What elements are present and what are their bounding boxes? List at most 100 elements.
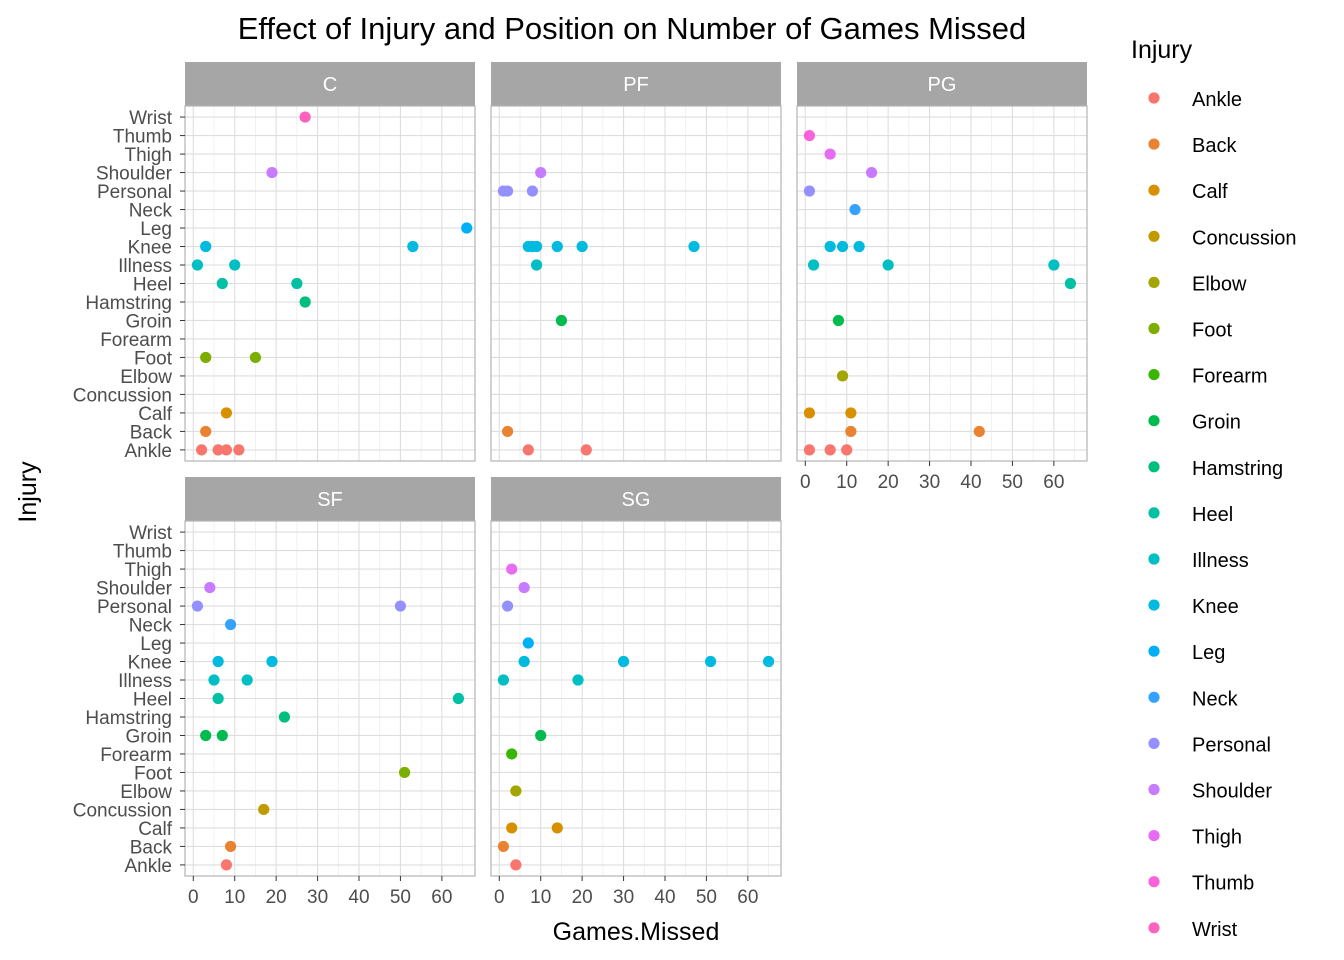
- facet-label: PF: [623, 74, 649, 96]
- data-point-knee: [266, 655, 278, 668]
- legend-key-back: [1148, 138, 1160, 150]
- legend-key-heel: [1148, 507, 1160, 519]
- data-point-foot: [398, 766, 411, 779]
- y-tick-label: Thumb: [113, 542, 172, 563]
- legend-label: Elbow: [1192, 273, 1247, 295]
- data-point-elbow: [836, 370, 849, 382]
- data-point-illness: [241, 674, 253, 686]
- legend: Injury Ankle Back Calf Concussion Elbow Foot F…: [1131, 36, 1297, 941]
- x-tick-label: 40: [960, 472, 981, 493]
- data-point-personal: [394, 600, 407, 612]
- data-point-ankle: [522, 444, 534, 456]
- legend-label: Ankle: [1192, 89, 1242, 111]
- y-tick-label: Neck: [129, 616, 173, 637]
- data-point-heel: [212, 692, 224, 705]
- data-point-knee: [688, 240, 700, 253]
- data-point-groin: [535, 729, 547, 742]
- data-point-back: [501, 425, 514, 438]
- x-tick-label: 0: [494, 887, 505, 908]
- x-tick-label: 0: [800, 472, 811, 493]
- legend-label: Heel: [1192, 504, 1233, 526]
- data-point-shoulder: [535, 166, 547, 179]
- y-tick-label: Ankle: [124, 441, 172, 462]
- data-point-knee: [704, 655, 717, 668]
- legend-key-groin: [1148, 415, 1160, 427]
- data-point-foot: [249, 351, 262, 364]
- legend-label: Knee: [1192, 596, 1239, 618]
- y-tick-label: Wrist: [129, 108, 173, 129]
- facet-label: PG: [928, 74, 957, 96]
- y-tick-label: Groin: [126, 311, 172, 332]
- panel-pf: PF: [490, 62, 782, 462]
- y-tick-label: Leg: [140, 634, 172, 655]
- data-point-ankle: [233, 444, 245, 456]
- facet-label: SF: [317, 489, 343, 511]
- x-tick-label: 60: [431, 887, 452, 908]
- legend-label: Thigh: [1192, 827, 1242, 849]
- data-point-leg: [522, 637, 534, 649]
- x-tick-label: 30: [613, 887, 634, 908]
- data-point-groin: [216, 729, 228, 742]
- data-point-ankle: [510, 859, 522, 871]
- legend-key-neck: [1148, 691, 1160, 703]
- data-point-hamstring: [299, 296, 311, 308]
- data-point-calf: [551, 822, 563, 834]
- data-point-leg: [461, 222, 473, 234]
- legend-label: Concussion: [1192, 227, 1297, 249]
- y-tick-label: Shoulder: [96, 164, 173, 185]
- data-point-knee: [518, 655, 530, 668]
- data-point-knee: [212, 655, 224, 668]
- panel-c: C AnkleBackCalfConcussionElbowFootForearm…: [73, 62, 476, 462]
- data-point-knee: [617, 655, 630, 668]
- data-point-illness: [1048, 259, 1060, 271]
- y-tick-label: Leg: [140, 219, 172, 240]
- facet-strip: [491, 477, 781, 521]
- legend-key-calf: [1148, 184, 1160, 196]
- data-point-foot: [200, 351, 212, 364]
- x-tick-label: 40: [654, 887, 675, 908]
- legend-label: Thumb: [1192, 873, 1254, 895]
- y-tick-label: Foot: [134, 763, 173, 784]
- data-point-ankle: [803, 444, 816, 456]
- x-tick-label: 40: [348, 887, 369, 908]
- data-point-ankle: [195, 444, 208, 456]
- data-point-illness: [208, 674, 220, 686]
- legend-title: Injury: [1131, 36, 1193, 64]
- data-point-personal: [526, 185, 539, 197]
- legend-key-elbow: [1148, 276, 1160, 288]
- y-tick-label: Neck: [129, 201, 173, 222]
- data-point-back: [224, 840, 237, 853]
- y-tick-label: Foot: [134, 348, 173, 369]
- data-point-illness: [229, 259, 241, 271]
- x-tick-label: 20: [266, 887, 287, 908]
- legend-label: Wrist: [1192, 919, 1238, 941]
- panel-border: [490, 520, 782, 877]
- data-point-shoulder: [204, 581, 216, 594]
- data-point-knee: [551, 240, 563, 253]
- y-tick-label: Elbow: [120, 367, 172, 388]
- y-tick-label: Hamstring: [85, 708, 172, 729]
- facet-strip: [491, 62, 781, 106]
- x-tick-label: 20: [878, 472, 899, 493]
- y-tick-label: Personal: [97, 597, 172, 618]
- data-point-illness: [807, 259, 820, 271]
- x-tick-label: 20: [572, 887, 593, 908]
- data-point-knee: [530, 240, 543, 253]
- data-point-wrist: [299, 111, 311, 123]
- data-point-thigh: [506, 563, 518, 575]
- data-point-personal: [501, 600, 514, 612]
- data-point-shoulder: [865, 166, 878, 179]
- legend-label: Groin: [1192, 412, 1241, 434]
- legend-key-knee: [1148, 599, 1160, 611]
- legend-label: Hamstring: [1192, 458, 1283, 480]
- y-tick-label: Knee: [128, 653, 172, 674]
- data-point-ankle: [220, 444, 233, 456]
- data-point-ankle: [824, 444, 836, 456]
- y-tick-label: Concussion: [73, 800, 172, 821]
- data-point-hamstring: [278, 711, 291, 723]
- data-point-groin: [555, 314, 568, 327]
- legend-key-thumb: [1148, 876, 1160, 888]
- data-point-knee: [853, 240, 865, 253]
- panel-sf: SF AnkleBackCalfConcussionElbowFootForear…: [73, 477, 476, 908]
- y-tick-label: Shoulder: [96, 579, 173, 600]
